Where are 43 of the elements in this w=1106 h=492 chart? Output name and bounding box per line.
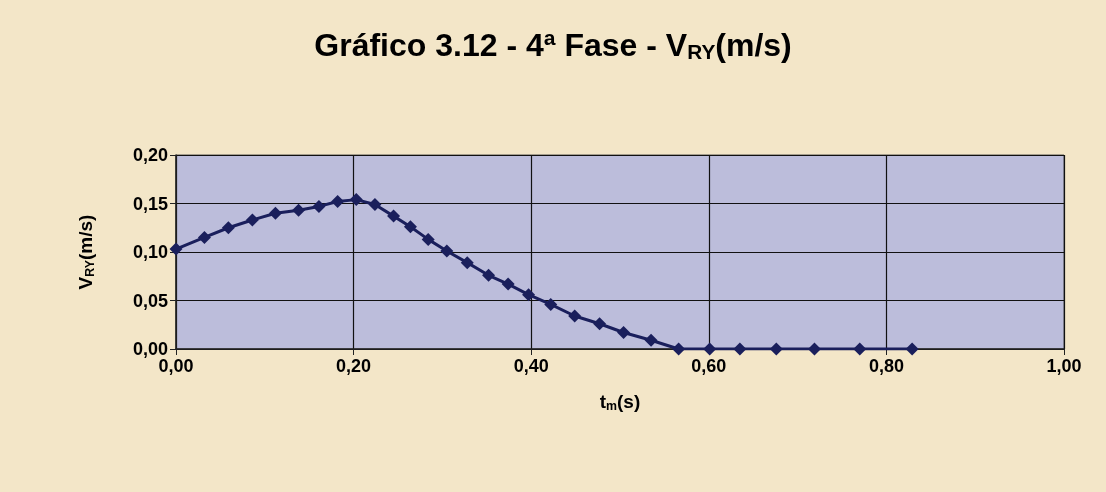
point xyxy=(733,342,747,356)
point xyxy=(312,199,326,213)
x-tick-label: 0,80 xyxy=(868,356,904,376)
point xyxy=(368,197,382,211)
point xyxy=(460,256,474,270)
point xyxy=(292,203,306,217)
y-tick-label: 0,10 xyxy=(132,242,168,262)
x-tick-label: 1,00 xyxy=(1046,356,1082,376)
y-tick-label: 0,20 xyxy=(132,145,168,165)
x-tick-label: 0,20 xyxy=(336,356,372,376)
point xyxy=(522,288,536,302)
point xyxy=(268,206,282,220)
y-tick-label: 0,00 xyxy=(132,339,168,359)
point xyxy=(221,221,235,235)
point xyxy=(197,230,211,244)
point xyxy=(349,193,363,207)
point xyxy=(501,277,515,291)
y-tick-label: 0,15 xyxy=(132,193,168,214)
point xyxy=(568,309,582,323)
chart-title: Gráfico 3.12 - 4ª Fase - VRY(m/s) xyxy=(314,26,792,64)
point xyxy=(672,342,686,356)
point xyxy=(769,342,783,356)
x-tick-label: 0,40 xyxy=(513,356,549,376)
point xyxy=(440,244,454,258)
point xyxy=(544,297,558,311)
point xyxy=(387,209,401,223)
point xyxy=(703,342,717,356)
y-tick-label: 0,05 xyxy=(132,290,168,311)
point xyxy=(245,213,259,227)
y-axis-title: VRY(m/s) xyxy=(75,214,97,290)
point xyxy=(853,342,867,356)
x-tick-label: 0,00 xyxy=(158,356,194,376)
point xyxy=(169,242,183,256)
point xyxy=(331,195,345,209)
point xyxy=(403,220,417,234)
x-tick-label: 0,60 xyxy=(691,356,727,376)
point xyxy=(482,268,496,282)
point xyxy=(421,232,435,246)
point xyxy=(593,317,607,331)
point xyxy=(905,342,919,356)
point xyxy=(617,326,631,340)
point xyxy=(644,333,658,347)
point xyxy=(807,342,821,356)
